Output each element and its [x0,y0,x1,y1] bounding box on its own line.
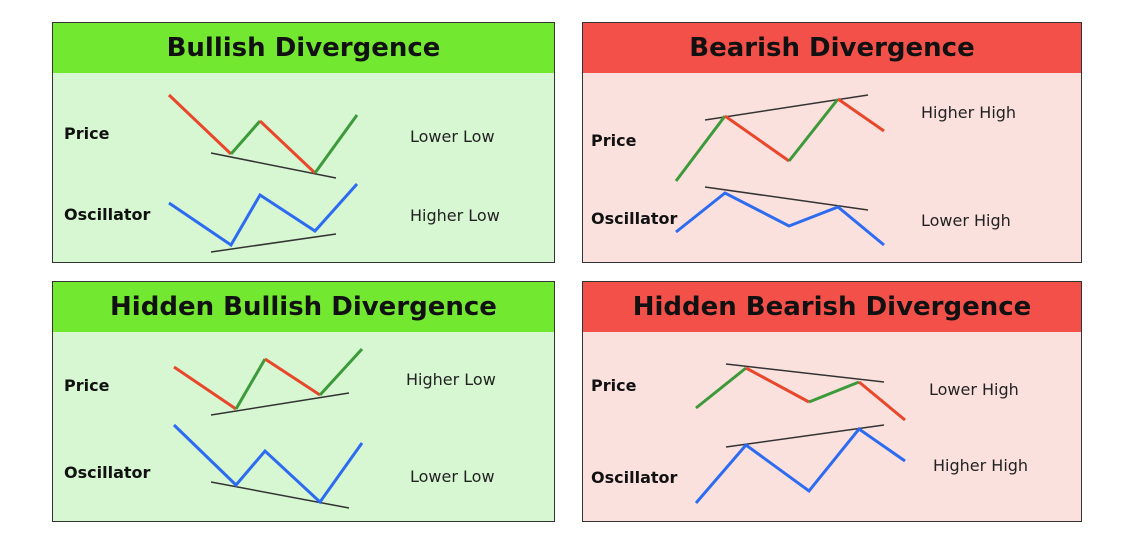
oscillator-label: Oscillator [591,209,678,228]
price-down-segment [167,93,233,156]
bullish-divergence-lines [167,93,359,253]
price-downtrend-line [210,152,337,179]
oscillator-label: Oscillator [64,463,151,482]
hidden-bearish-divergence-header: Hidden Bearish Divergence [583,282,1081,333]
price-up-segment [229,120,262,155]
price-label: Price [591,131,637,150]
oscillator-caption: Lower Low [410,467,495,486]
price-label: Price [591,376,637,395]
oscillator-line [172,423,364,505]
hidden-bearish-divergence-panel: Hidden Bearish Divergence Price Oscillat… [582,281,1082,522]
oscillator-label: Oscillator [591,468,678,487]
oscillator-caption: Lower High [921,211,1011,230]
oscillator-label: Oscillator [64,205,151,224]
price-down-segment [858,380,906,422]
bearish-divergence-lines [674,94,885,247]
bullish-divergence-body [53,73,554,262]
oscillator-downtrend-line [210,481,350,509]
hidden-bullish-divergence-body [53,332,554,521]
hidden-bullish-divergence-header: Hidden Bullish Divergence [53,282,554,333]
oscillator-downtrend-line [704,186,869,211]
price-down-segment [724,114,790,163]
bearish-divergence-panel: Bearish Divergence Price Oscillator High… [582,22,1082,263]
price-down-segment [264,357,321,397]
price-up-segment [695,366,747,410]
bullish-divergence-header: Bullish Divergence [53,23,554,74]
price-label: Price [64,124,110,143]
price-caption: Higher Low [406,370,496,389]
price-downtrend-line [725,363,885,383]
price-caption: Lower Low [410,127,495,146]
price-caption: Lower High [929,380,1019,399]
price-down-segment [837,97,885,133]
bullish-divergence-panel: Bullish Divergence Price Oscillator Lowe… [52,22,555,263]
oscillator-caption: Higher Low [410,206,500,225]
price-caption: Higher High [921,103,1017,122]
hidden-bullish-divergence-panel: Hidden Bullish Divergence Price Oscillat… [52,281,555,522]
bearish-divergence-header: Bearish Divergence [583,23,1081,74]
oscillator-caption: Higher High [933,456,1029,475]
price-up-segment [234,358,267,410]
price-up-segment [318,347,364,397]
price-up-segment [808,380,860,404]
price-uptrend-line [210,392,350,416]
price-down-segment [173,365,237,411]
price-up-segment [787,98,840,162]
price-up-segment [313,114,359,174]
oscillator-line [168,183,359,248]
oscillator-line [694,426,906,504]
oscillator-line [675,191,885,247]
hidden-bearish-divergence-body [583,332,1081,521]
price-down-segment [258,119,317,175]
price-down-segment [745,366,810,404]
hidden-bearish-divergence-lines [694,363,906,504]
price-up-segment [674,115,727,182]
price-uptrend-line [704,94,869,121]
hidden-bullish-divergence-lines [172,347,364,509]
price-label: Price [64,376,110,395]
oscillator-uptrend-line [210,233,337,253]
